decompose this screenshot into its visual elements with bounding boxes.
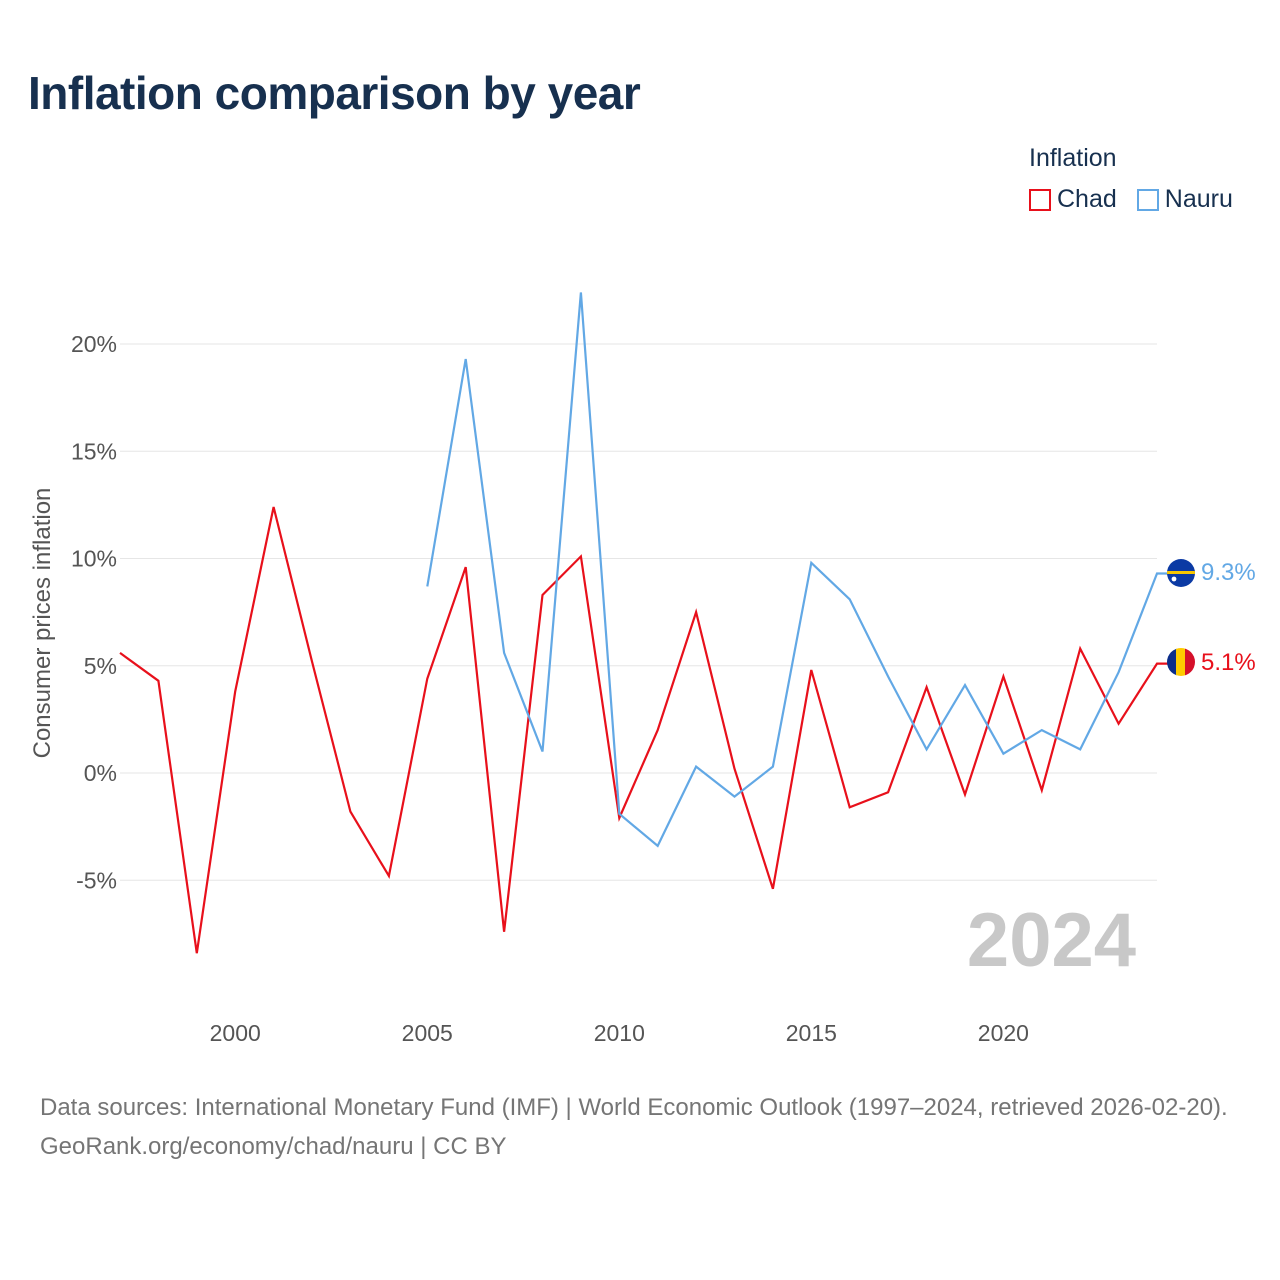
y-tick-label: 5% <box>84 653 117 679</box>
series-lines <box>119 292 1172 954</box>
series-line-chad[interactable] <box>119 506 1172 954</box>
line-chart: -5% 0% 5% 10% 15% 20% 2000 2005 2010 2015 2020 Co… <box>29 292 1256 1046</box>
y-tick-label: 15% <box>71 438 117 464</box>
y-axis-label: Consumer prices inflation <box>29 488 56 759</box>
end-label-chad: 5.1% <box>1201 649 1256 676</box>
legend-label-nauru: Nauru <box>1164 185 1233 213</box>
x-tick-label: 2010 <box>594 1020 645 1046</box>
nauru-flag-icon <box>1167 559 1195 587</box>
series-line-nauru[interactable] <box>426 292 1172 848</box>
x-tick-label: 2005 <box>402 1020 453 1046</box>
source-citation: Data sources: International Monetary Fun… <box>40 1094 1228 1121</box>
y-tick-label: 20% <box>71 331 117 357</box>
chad-flag-icon <box>1167 648 1195 676</box>
legend-item-chad[interactable]: Chad <box>1029 185 1117 214</box>
x-tick-label: 2015 <box>786 1020 837 1046</box>
legend-label-chad: Chad <box>1057 185 1117 213</box>
x-axis-ticks: 2000 2005 2010 2015 2020 <box>210 1020 1029 1046</box>
y-tick-label: 10% <box>71 546 117 572</box>
source-url[interactable]: GeoRank.org/economy/chad/nauru | CC BY <box>40 1133 507 1160</box>
grid-lines <box>120 343 1157 881</box>
legend-swatch-nauru <box>1136 188 1159 211</box>
x-tick-label: 2000 <box>210 1020 261 1046</box>
year-watermark: 2024 <box>967 898 1136 983</box>
legend-swatch-chad <box>1029 188 1051 211</box>
legend-title: Inflation <box>1029 144 1117 172</box>
x-tick-label: 2020 <box>978 1020 1029 1046</box>
chart-title: Inflation comparison by year <box>28 67 641 119</box>
y-tick-label: -5% <box>76 867 117 893</box>
source-note: Data sources: International Monetary Fun… <box>40 1088 1250 1166</box>
end-label-nauru: 9.3% <box>1201 559 1256 586</box>
y-tick-label: 0% <box>84 760 117 786</box>
y-axis-ticks: -5% 0% 5% 10% 15% 20% <box>71 331 117 893</box>
legend-item-nauru[interactable]: Nauru <box>1136 185 1233 214</box>
legend: Inflation Chad Nauru <box>1029 144 1233 214</box>
